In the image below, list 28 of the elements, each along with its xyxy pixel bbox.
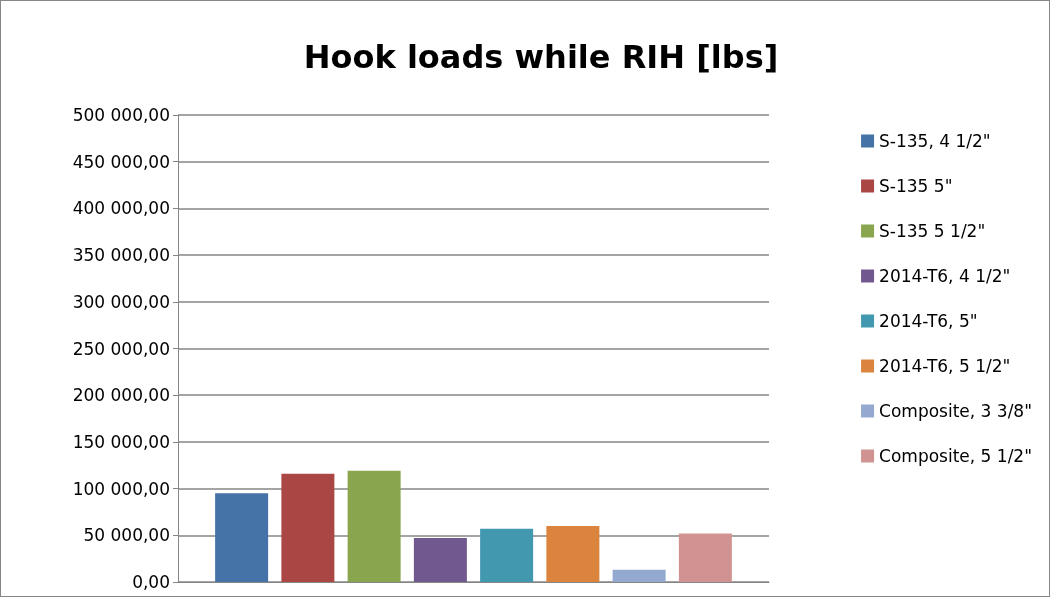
legend-label: 2014-T6, 5" (879, 311, 978, 331)
y-tick-label: 50 000,00 (83, 525, 170, 546)
legend-label: S-135, 4 1/2" (879, 131, 991, 151)
bar (546, 525, 600, 582)
y-tick-label: 500 000,00 (72, 105, 170, 125)
bar (678, 533, 732, 582)
y-tick-label: 150 000,00 (72, 431, 170, 452)
y-tick-label: 200 000,00 (72, 385, 170, 406)
y-tick-label: 450 000,00 (72, 151, 170, 172)
bar (281, 473, 335, 582)
bar (612, 569, 666, 582)
y-tick-label: 400 000,00 (72, 198, 170, 219)
y-tick-label: 0,00 (132, 572, 170, 592)
chart-title: Hook loads while RIH [lbs] (303, 38, 779, 76)
legend-label: S-135 5 1/2" (879, 221, 986, 241)
y-tick-label: 250 000,00 (72, 338, 170, 359)
legend-label: 2014-T6, 4 1/2" (879, 266, 1011, 286)
legend-label: Composite, 3 3/8" (879, 401, 1032, 421)
y-tick-label: 350 000,00 (72, 245, 170, 266)
legend-label: S-135 5" (879, 176, 953, 196)
y-tick-label: 100 000,00 (72, 478, 170, 499)
bar (413, 538, 467, 582)
legend-label: Composite, 5 1/2" (879, 446, 1032, 466)
bar (215, 493, 269, 582)
bar (480, 528, 534, 582)
legend-label: 2014-T6, 5 1/2" (879, 356, 1011, 376)
bar (347, 470, 401, 582)
y-tick-label: 300 000,00 (72, 291, 170, 312)
